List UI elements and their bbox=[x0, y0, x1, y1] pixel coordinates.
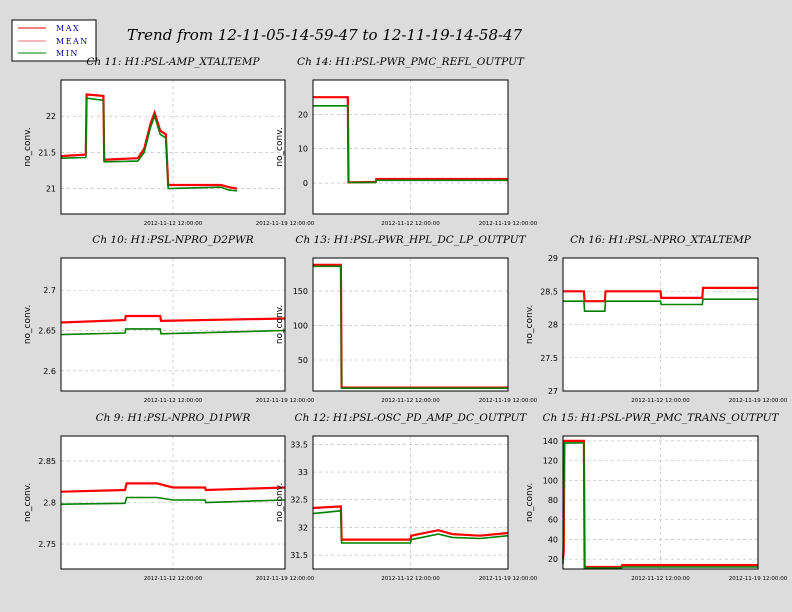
y-tick-label: 22 bbox=[46, 112, 56, 121]
y-axis-label: no_conv. bbox=[23, 305, 33, 344]
x-tick-label: 2012-11-19 12:00:00 bbox=[256, 576, 315, 582]
y-axis-label: no_conv. bbox=[23, 127, 33, 166]
y-tick-label: 33.5 bbox=[290, 440, 308, 449]
chart-panel-4: 2.6 2.65 2.7 2012-11-12 12:00:00 2012-11-19 … bbox=[23, 234, 315, 404]
series-min-line bbox=[313, 265, 508, 390]
plot-frame bbox=[312, 79, 509, 215]
y-tick-label: 50 bbox=[298, 356, 308, 365]
chart-panels: 21 21.5 22 2012-11-12 12:00:00 2012-11-19 12… bbox=[23, 56, 788, 582]
y-tick-label: 21.5 bbox=[38, 148, 56, 157]
y-tick-label: 80 bbox=[548, 496, 558, 505]
y-tick-label: 28.5 bbox=[540, 287, 558, 296]
chart-title-ch-9-h1-psl-npro-d1pwr: Ch 9: H1:PSL-NPRO_D1PWR bbox=[96, 412, 251, 424]
chart-panel-7: 31.5 32 32.5 33 33.5 2012-11-12 12:00:00 2012-… bbox=[275, 412, 538, 582]
series-max-line bbox=[60, 482, 286, 493]
y-tick-label: 2.7 bbox=[43, 286, 56, 295]
y-tick-label: 33 bbox=[298, 468, 308, 477]
legend-min-label: MIN bbox=[56, 49, 79, 58]
chart-title-ch-16-h1-psl-npro-xtaltemp: Ch 16: H1:PSL-NPRO_XTALTEMP bbox=[570, 234, 752, 246]
x-tick-label: 2012-11-12 12:00:00 bbox=[381, 576, 440, 582]
series-min-line bbox=[312, 509, 509, 544]
x-tick-label: 2012-11-12 12:00:00 bbox=[144, 398, 203, 404]
series-min-line bbox=[60, 97, 238, 192]
y-axis-label: no_conv. bbox=[275, 483, 285, 522]
y-tick-label: 40 bbox=[548, 535, 558, 544]
y-tick-label: 31.5 bbox=[290, 551, 308, 560]
y-tick-label: 150 bbox=[293, 287, 308, 296]
x-tick-label: 2012-11-19 12:00:00 bbox=[256, 221, 315, 227]
y-axis-label: no_conv. bbox=[525, 305, 535, 344]
series-max-line bbox=[563, 286, 758, 303]
y-tick-label: 100 bbox=[293, 322, 308, 331]
y-tick-label: 27 bbox=[548, 387, 558, 396]
figure-title: Trend from 12-11-05-14-59-47 to 12-11-19… bbox=[127, 26, 523, 44]
chart-title-ch-14-h1-psl-pwr-pmc-refl-output: Ch 14: H1:PSL-PWR_PMC_REFL_OUTPUT bbox=[297, 56, 525, 68]
series-min-line bbox=[60, 328, 286, 336]
y-tick-label: 28 bbox=[548, 321, 558, 330]
chart-panel-5: 50 100 150 2012-11-12 12:00:00 2012-11-19 12… bbox=[275, 234, 538, 404]
x-tick-label: 2012-11-19 12:00:00 bbox=[729, 576, 788, 582]
chart-panel-8: 20 40 60 80 100 120 140 2012-11-12 12:00:00 2012… bbox=[525, 412, 788, 582]
series-min-line bbox=[60, 496, 286, 505]
x-tick-label: 2012-11-12 12:00:00 bbox=[631, 398, 690, 404]
legend-box: MAX MEAN MIN bbox=[11, 19, 97, 62]
y-axis-label: no_conv. bbox=[23, 483, 33, 522]
y-tick-label: 21 bbox=[46, 185, 56, 194]
plot-frame bbox=[312, 435, 509, 570]
y-tick-label: 2.65 bbox=[38, 327, 56, 336]
plot-frame bbox=[312, 257, 509, 392]
series-min-line bbox=[562, 442, 758, 569]
x-tick-label: 2012-11-12 12:00:00 bbox=[381, 398, 440, 404]
x-tick-label: 2012-11-12 12:00:00 bbox=[144, 576, 203, 582]
plot-frame bbox=[60, 79, 286, 215]
y-tick-label: 60 bbox=[548, 516, 558, 525]
series-min-line bbox=[563, 298, 758, 313]
y-axis-label: no_conv. bbox=[275, 127, 285, 166]
x-tick-label: 2012-11-12 12:00:00 bbox=[631, 576, 690, 582]
chart-title-ch-11-h1-psl-amp-xtaltemp: Ch 11: H1:PSL-AMP_XTALTEMP bbox=[86, 56, 260, 68]
y-axis-label: no_conv. bbox=[275, 305, 285, 344]
y-tick-label: 2.6 bbox=[43, 367, 56, 376]
y-tick-label: 100 bbox=[543, 476, 558, 485]
chart-panel-3: 27 27.5 28 28.5 29 2012-11-12 12:00:00 2012-11… bbox=[525, 234, 788, 404]
y-tick-label: 27.5 bbox=[540, 354, 558, 363]
chart-panel-1: 21 21.5 22 2012-11-12 12:00:00 2012-11-19 12… bbox=[23, 56, 315, 227]
chart-title-ch-13-h1-psl-pwr-hpl-dc-lp-output: Ch 13: H1:PSL-PWR_HPL_DC_LP_OUTPUT bbox=[295, 234, 526, 246]
plot-frame bbox=[60, 435, 286, 570]
y-tick-label: 32.5 bbox=[290, 496, 308, 505]
x-tick-label: 2012-11-19 12:00:00 bbox=[729, 398, 788, 404]
y-tick-label: 120 bbox=[543, 457, 558, 466]
y-tick-label: 2.75 bbox=[38, 540, 56, 549]
legend-mean-label: MEAN bbox=[56, 37, 89, 46]
y-tick-label: 29 bbox=[548, 254, 558, 263]
y-tick-label: 20 bbox=[298, 110, 308, 119]
x-tick-label: 2012-11-12 12:00:00 bbox=[381, 221, 440, 227]
series-max-line bbox=[60, 314, 286, 324]
plot-frame bbox=[562, 435, 759, 570]
series-max-line bbox=[60, 93, 238, 190]
y-tick-label: 32 bbox=[298, 523, 308, 532]
x-tick-label: 2012-11-12 12:00:00 bbox=[144, 221, 203, 227]
y-tick-label: 10 bbox=[298, 145, 308, 154]
y-tick-label: 20 bbox=[548, 555, 558, 564]
plot-frame bbox=[562, 257, 759, 392]
x-tick-label: 2012-11-19 12:00:00 bbox=[479, 221, 538, 227]
y-axis-label: no_conv. bbox=[525, 483, 535, 522]
y-tick-label: 2.85 bbox=[38, 457, 56, 466]
chart-panel-6: 2.75 2.8 2.85 2012-11-12 12:00:00 2012-11-19… bbox=[23, 412, 315, 582]
chart-title-ch-15-h1-psl-pwr-pmc-trans-output: Ch 15: H1:PSL-PWR_PMC_TRANS_OUTPUT bbox=[543, 412, 780, 424]
x-tick-label: 2012-11-19 12:00:00 bbox=[479, 576, 538, 582]
y-tick-label: 2.8 bbox=[43, 499, 56, 508]
x-tick-label: 2012-11-19 12:00:00 bbox=[256, 398, 315, 404]
chart-panel-2: 0 10 20 2012-11-12 12:00:00 2012-11-19 12:00… bbox=[275, 56, 538, 227]
series-min-line bbox=[313, 105, 508, 184]
legend-max-label: MAX bbox=[56, 24, 80, 33]
chart-title-ch-10-h1-psl-npro-d2pwr: Ch 10: H1:PSL-NPRO_D2PWR bbox=[92, 234, 253, 246]
x-tick-label: 2012-11-19 12:00:00 bbox=[479, 398, 538, 404]
y-tick-label: 140 bbox=[543, 437, 558, 446]
chart-title-ch-12-h1-psl-osc-pd-amp-dc-output: Ch 12: H1:PSL-OSC_PD_AMP_DC_OUTPUT bbox=[295, 412, 528, 424]
plot-frame bbox=[60, 257, 286, 392]
y-tick-label: 0 bbox=[303, 179, 308, 188]
